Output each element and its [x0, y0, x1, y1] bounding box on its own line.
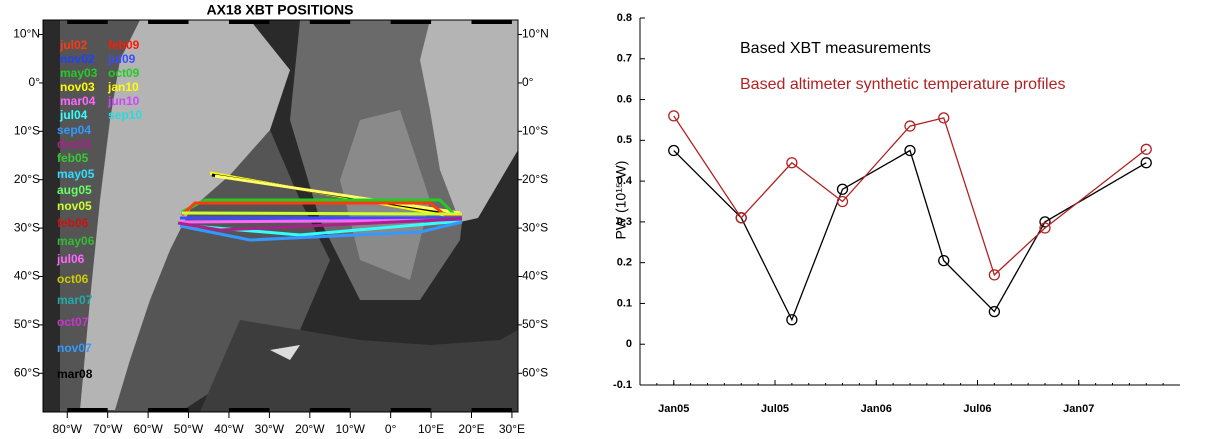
x-tick-label: Jan05	[658, 403, 689, 415]
legend-label: may06	[57, 234, 95, 248]
y-tick-label: 40°S	[14, 269, 40, 283]
frame-bar	[472, 20, 512, 24]
x-tick-label: 10°E	[418, 422, 444, 436]
frame-bar	[229, 20, 269, 24]
y-tick-label: 40°S	[522, 269, 548, 283]
x-tick-label: 70°W	[93, 422, 123, 436]
y-tick-label: 0.7	[617, 53, 632, 65]
y-tick-label: 30°S	[522, 220, 548, 234]
y-tick-label: 0.5	[617, 134, 632, 146]
x-tick-label: 80°W	[53, 422, 83, 436]
frame-bar	[391, 20, 431, 24]
y-tick-label: 0.4	[617, 175, 633, 187]
x-tick-label: 60°W	[133, 422, 163, 436]
x-tick-label: Jul06	[963, 403, 991, 415]
legend-label: may03	[60, 66, 98, 80]
legend-label: feb05	[57, 151, 89, 165]
x-tick-label: 20°E	[458, 422, 484, 436]
legend-label: nov03	[60, 80, 95, 94]
frame-bar	[229, 408, 269, 412]
map-title: AX18 XBT POSITIONS	[206, 2, 353, 18]
legend-label: jul02	[59, 38, 88, 52]
y-tick-label: 0.3	[617, 216, 632, 228]
frame-bar	[67, 408, 107, 412]
y-tick-label: 0.8	[617, 12, 632, 24]
legend-label: sep04	[57, 123, 91, 137]
legend-label: oct09	[108, 66, 140, 80]
y-tick-label: 20°S	[14, 172, 40, 186]
legend-label: jul09	[107, 52, 136, 66]
x-tick-label: 0°	[385, 422, 397, 436]
y-tick-label: 10°S	[522, 123, 548, 137]
series-line	[674, 151, 1147, 320]
frame-bar	[391, 408, 431, 412]
frame-bar	[472, 408, 512, 412]
x-tick-label: 20°W	[295, 422, 325, 436]
y-tick-label: 0.6	[617, 93, 632, 105]
x-tick-label: Jan07	[1063, 403, 1094, 415]
legend-label: mar04	[60, 94, 96, 108]
legend-label: feb09	[108, 38, 140, 52]
y-tick-label: 10°N	[522, 27, 549, 41]
series-line	[674, 116, 1147, 275]
y-tick-label: 10°N	[13, 27, 40, 41]
y-tick-label: 10°S	[14, 123, 40, 137]
x-tick-label: Jan06	[861, 403, 892, 415]
y-tick-label: 0°	[29, 75, 41, 89]
page: {"chart_data": [ {"type": "map", "title"…	[0, 0, 1209, 439]
y-tick-label: -0.1	[613, 379, 632, 391]
y-tick-label: 0.1	[617, 297, 632, 309]
x-tick-label: 30°W	[255, 422, 285, 436]
x-tick-label: 30°E	[499, 422, 525, 436]
legend-label: dec04	[57, 137, 91, 151]
y-tick-label: 50°S	[14, 317, 40, 331]
legend-label: nov02	[60, 52, 95, 66]
x-tick-label: 50°W	[174, 422, 204, 436]
legend-label: Based XBT measurements	[740, 40, 931, 57]
legend-label: aug05	[57, 183, 92, 197]
frame-bar	[67, 20, 107, 24]
legend-label: jul06	[56, 252, 85, 266]
y-tick-label: 0°	[522, 75, 534, 89]
y-tick-label: 60°S	[14, 365, 40, 379]
y-tick-label: 0	[626, 338, 632, 350]
legend-label: nov05	[57, 199, 92, 213]
legend-label: jun10	[107, 94, 140, 108]
legend-label: Based altimeter synthetic temperature pr…	[740, 76, 1065, 93]
legend-label: may05	[57, 167, 95, 181]
frame-bar	[148, 20, 188, 24]
legend-label: oct06	[57, 272, 89, 286]
legend-label: mar08	[57, 367, 93, 381]
y-tick-label: 20°S	[522, 172, 548, 186]
frame-bar	[310, 408, 350, 412]
y-tick-label: 50°S	[522, 317, 548, 331]
x-tick-label: Jul05	[761, 403, 789, 415]
legend-label: oct07	[57, 315, 89, 329]
legend-label: sep10	[108, 108, 142, 122]
figure: AX18 XBT POSITIONS PW (10¹⁵ W) 80°W70°W6…	[0, 0, 1209, 439]
y-tick-label: 30°S	[14, 220, 40, 234]
y-tick-label: 0.2	[617, 257, 632, 269]
legend-label: jul04	[59, 108, 88, 122]
x-tick-label: 10°W	[335, 422, 365, 436]
legend-label: feb06	[57, 216, 89, 230]
legend-label: nov07	[57, 341, 92, 355]
y-tick-label: 60°S	[522, 365, 548, 379]
legend-label: jan10	[107, 80, 139, 94]
legend-label: mar07	[57, 293, 93, 307]
frame-bar	[310, 20, 350, 24]
frame-bar	[148, 408, 188, 412]
x-tick-label: 40°W	[214, 422, 244, 436]
